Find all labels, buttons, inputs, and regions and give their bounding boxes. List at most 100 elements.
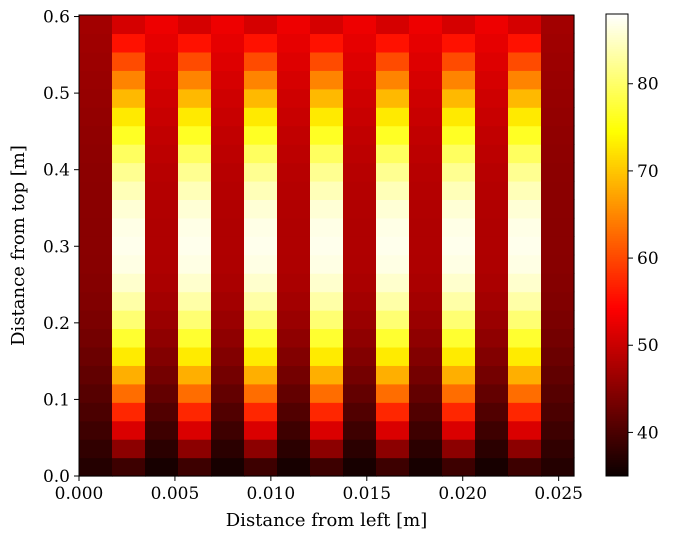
heatmap-cell [442, 439, 476, 459]
heatmap-cell [277, 402, 311, 422]
heatmap-cell [145, 457, 179, 477]
heatmap-cell [112, 199, 146, 219]
heatmap-cell [508, 310, 542, 330]
heatmap-cell [508, 107, 542, 127]
colorbar-tick-label: 50 [637, 336, 659, 356]
heatmap-cell [244, 439, 278, 459]
heatmap-cell [508, 33, 542, 53]
colorbar-segment [606, 374, 628, 378]
heatmap-cell [541, 217, 575, 237]
heatmap-cell [145, 291, 179, 311]
heatmap-cell [79, 33, 113, 53]
heatmap-cell [112, 457, 146, 477]
colorbar-segment [606, 198, 628, 202]
heatmap-cell [376, 420, 410, 440]
heatmap-cell [112, 217, 146, 237]
colorbar-segment [606, 395, 628, 398]
heatmap-cell [244, 346, 278, 366]
heatmap-cell [541, 125, 575, 145]
heatmap-cell [409, 162, 443, 182]
colorbar-segment [606, 457, 628, 461]
colorbar-segment [606, 258, 628, 262]
colorbar-segment [606, 390, 628, 394]
heatmap-cell [508, 402, 542, 422]
heatmap-cell [145, 180, 179, 200]
heatmap-cell [409, 457, 443, 477]
heatmap-cell [310, 217, 344, 237]
heatmap-cell [442, 144, 476, 164]
colorbar-segment [606, 268, 628, 271]
heatmap-cell [79, 180, 113, 200]
colorbar-segment [606, 263, 628, 267]
heatmap-cell [79, 402, 113, 422]
colorbar-segment [606, 180, 628, 184]
x-tick-label: 0.025 [534, 484, 583, 504]
heatmap-cell [541, 162, 575, 182]
colorbar-segment [606, 228, 628, 232]
colorbar-segment [606, 60, 628, 64]
heatmap-cell [442, 162, 476, 182]
colorbar-segment [606, 376, 628, 380]
heatmap-cell [277, 254, 311, 274]
heatmap-cell [79, 144, 113, 164]
colorbar-segment [606, 372, 628, 375]
heatmap-cell [178, 88, 212, 108]
colorbar-segment [606, 147, 628, 151]
heatmap-cell [376, 254, 410, 274]
colorbar-segment [606, 411, 628, 415]
colorbar-segment [606, 115, 628, 119]
heatmap-cell [442, 254, 476, 274]
heatmap-cell [475, 70, 509, 90]
colorbar-segment [606, 203, 628, 207]
heatmap-cell [277, 180, 311, 200]
heatmap-cell [376, 346, 410, 366]
heatmap-cell [178, 144, 212, 164]
colorbar-segment [606, 76, 628, 80]
heatmap-cell [409, 346, 443, 366]
heatmap-cell [442, 291, 476, 311]
colorbar-segment [606, 168, 628, 172]
heatmap-cell [310, 328, 344, 348]
heatmap-cell [310, 402, 344, 422]
colorbar-segment [606, 32, 628, 36]
heatmap-cell [409, 439, 443, 459]
heatmap-cell [79, 328, 113, 348]
colorbar-segment [606, 191, 628, 195]
heatmap-cell [211, 107, 245, 127]
heatmap-cell [409, 70, 443, 90]
heatmap-cell [376, 402, 410, 422]
heatmap-cell [541, 457, 575, 477]
heatmap-cell [211, 254, 245, 274]
colorbar-segment [606, 120, 628, 124]
heatmap-cell [508, 15, 542, 35]
heatmap-cell [79, 346, 113, 366]
colorbar-segment [606, 187, 628, 191]
heatmap-cell [178, 125, 212, 145]
heatmap-cell [211, 70, 245, 90]
heatmap-cell [211, 291, 245, 311]
heatmap-cell [244, 107, 278, 127]
heatmap-cell [376, 365, 410, 385]
heatmap-cell [211, 236, 245, 256]
heatmap-cell [442, 236, 476, 256]
heatmap-cell [409, 273, 443, 293]
colorbar-segment [606, 404, 628, 408]
heatmap-cell [409, 33, 443, 53]
heatmap-cell [343, 15, 377, 35]
colorbar-segment [606, 242, 628, 246]
heatmap-cell [508, 420, 542, 440]
colorbar-segment [606, 298, 628, 301]
colorbar-segment [606, 182, 628, 186]
heatmap-cell [442, 88, 476, 108]
heatmap-cell [211, 420, 245, 440]
colorbar-segment [606, 111, 628, 114]
heatmap-cell [145, 273, 179, 293]
heatmap-cell [409, 144, 443, 164]
heatmap-cell [277, 439, 311, 459]
colorbar-segment [606, 189, 628, 193]
colorbar-segment [606, 99, 628, 103]
heatmap-cell [244, 199, 278, 219]
heatmap-cell [442, 51, 476, 71]
heatmap-cell [310, 346, 344, 366]
heatmap-cell [541, 273, 575, 293]
